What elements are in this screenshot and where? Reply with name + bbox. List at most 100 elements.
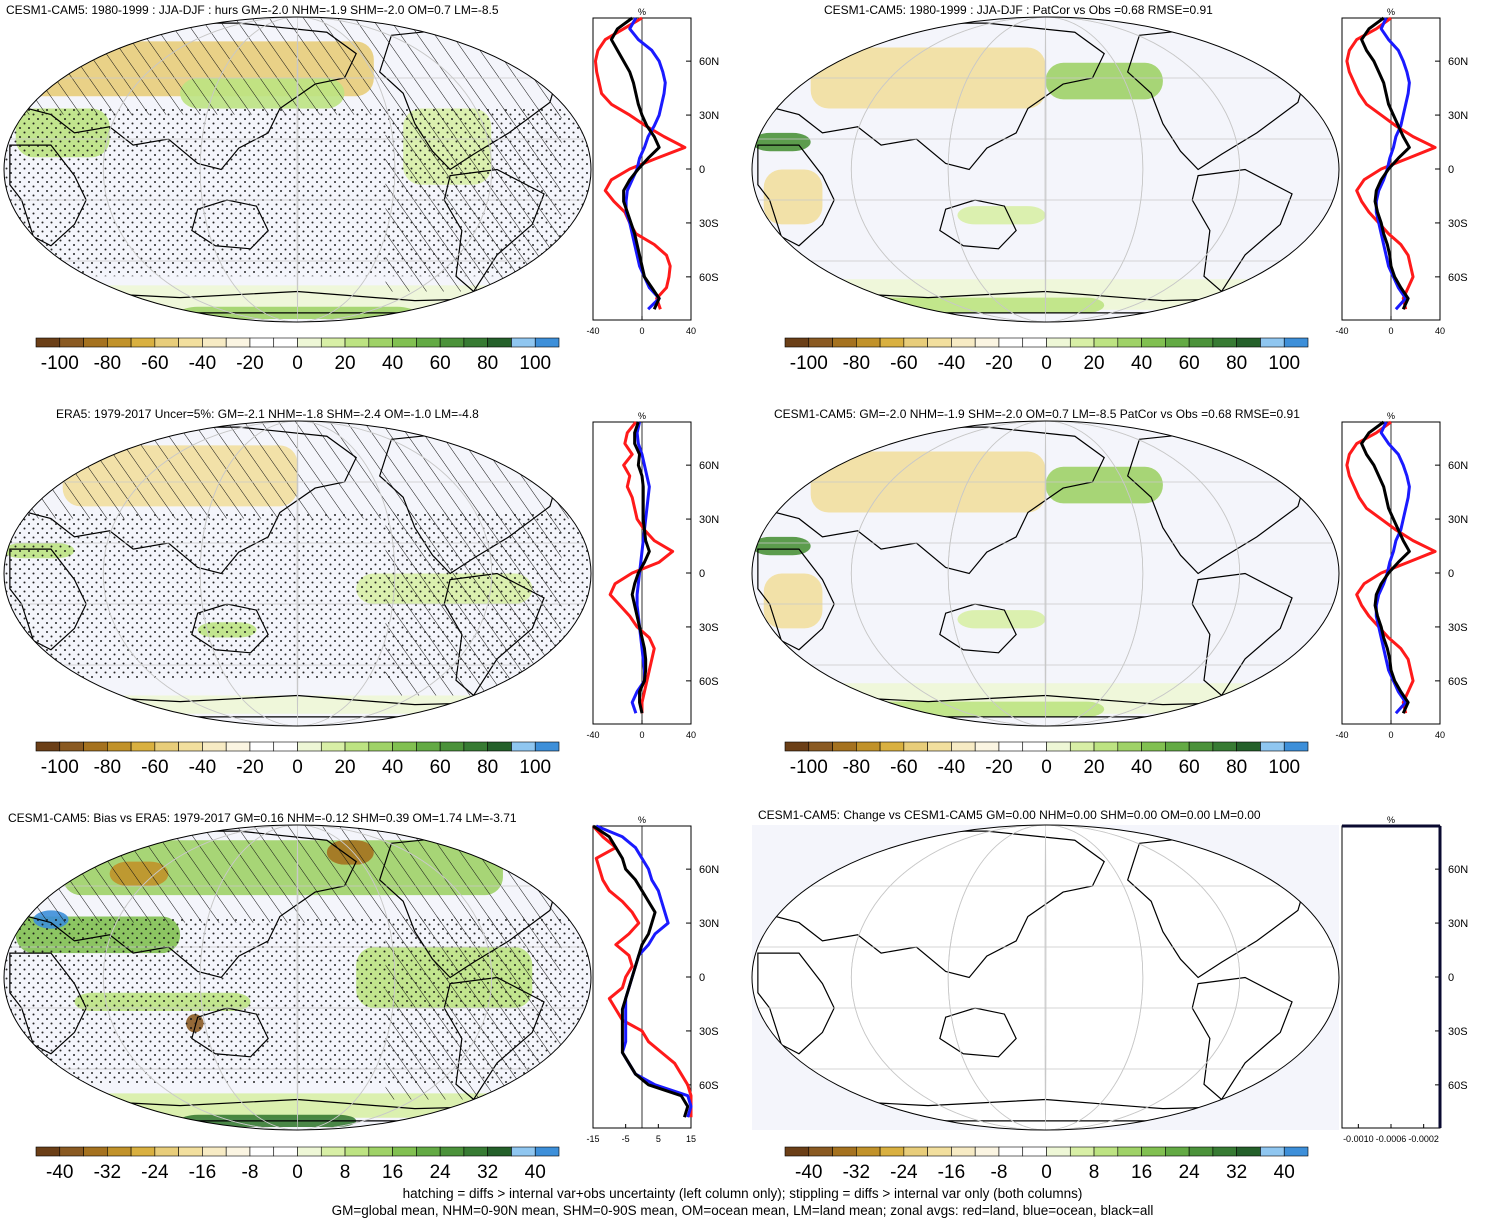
colorbar-swatch [249,337,275,348]
zonal-xtick-label: -40 [1335,326,1348,336]
colorbar-swatch [1236,337,1261,348]
colorbar-tick-label: 0 [292,353,303,374]
colorbar-swatch [59,1146,84,1157]
zonal-ytick-label: 30S [699,1026,719,1038]
zonal-ytick-label: 60N [1448,56,1468,68]
map-border [3,824,592,1131]
colorbar-swatch [856,741,881,752]
colorbar-swatch [534,337,560,348]
zonal-xtick-label: -15 [586,1134,599,1144]
zonal-ytick-label: 60S [699,1080,719,1092]
colorbar-tick-label: 60 [1179,757,1200,778]
colorbar-swatch [879,741,905,752]
zonal-unit-label: % [638,7,646,17]
colorbar-p3: -100 -80 -60 -40 -20 0 20 40 60 80 100 [35,741,560,778]
zonal-series-ocean [624,17,667,311]
colorbar-swatch [439,337,465,348]
colorbar-swatch [998,337,1024,348]
colorbar-tick-label: -20 [236,757,263,778]
coastline-samerica [1191,572,1293,697]
ocean-fill [752,825,1339,1130]
colorbar-swatch [1093,337,1119,348]
shading-region [763,573,823,629]
colorbar-tick-label: 20 [334,757,355,778]
colorbar-tick-label: -60 [141,757,168,778]
zonal-ytick-label: 30S [699,218,719,230]
colorbar-swatch [225,337,251,348]
colorbar-swatch [856,337,881,348]
colorbar-p5: -40 -32 -24 -16 -8 0 8 16 24 32 40 [35,1146,560,1183]
shading-region [869,701,1105,717]
colorbar-swatch [974,741,1000,752]
colorbar-tick-label: -60 [141,353,168,374]
colorbar-tick-label: 0 [1041,757,1052,778]
panel-title: CESM1-CAM5: Change vs CESM1-CAM5 GM=0.00… [758,808,1261,822]
zonal-ytick-label: 60S [699,676,719,688]
graticule-lon [296,825,299,1130]
zonal-xtick-label: -0.0002 [1408,1134,1439,1144]
colorbar-swatch [320,1146,346,1157]
colorbar-swatch [951,741,976,752]
colorbar-swatch [951,337,976,348]
zonal-series-all [609,16,661,310]
zonal-xtick-label: -40 [586,730,599,740]
colorbar-swatch [927,741,952,752]
colorbar-tick-label: -20 [985,757,1012,778]
zonal-ytick-label: 30N [699,918,719,930]
colorbar-swatch [511,741,536,752]
zonal-frame [1341,825,1441,1129]
colorbar-swatch [463,337,488,348]
colorbar-swatch [1141,1146,1166,1157]
zonal-series-all [1360,16,1411,310]
colorbar-p2: -100 -80 -60 -40 -20 0 20 40 60 80 100 [784,337,1309,374]
colorbar-tick-label: 8 [340,1162,351,1183]
colorbar-tick-label: -100 [41,757,79,778]
colorbar-tick-label: -100 [790,353,828,374]
colorbar-swatch [784,741,810,752]
colorbar-swatch [225,1146,251,1157]
map-p5 [3,824,592,1131]
footer-legend-note: GM=global mean, NHM=0-90N mean, SHM=0-90… [331,1203,1154,1218]
colorbar-swatch [225,741,251,752]
colorbar-swatch [1212,337,1237,348]
colorbar-swatch [1188,337,1214,348]
zonal-ytick-label: 30N [1448,514,1468,526]
colorbar-swatch [202,337,227,348]
colorbar-tick-label: 80 [477,757,498,778]
zonal-ytick-label: 60N [699,864,719,876]
zonal-xtick-label: -0.0010 [1343,1134,1374,1144]
colorbar-swatch [107,337,132,348]
colorbar-swatch [416,1146,441,1157]
zonal-ytick-label: 60S [1448,676,1468,688]
colorbar-tick-label: 32 [1226,1162,1247,1183]
coastline-australia [939,1007,1017,1058]
colorbar-swatch [1069,741,1095,752]
zonal-ytick-label: 60S [1448,272,1468,284]
colorbar-tick-label: 0 [292,757,303,778]
colorbar-tick-label: 100 [1268,353,1300,374]
graticule-lon [1044,825,1047,1130]
colorbar-swatch [1165,337,1190,348]
graticule-lon [102,825,493,1130]
shading-region [33,695,562,714]
colorbar-swatch [463,1146,488,1157]
colorbar-swatch [1117,741,1142,752]
colorbar-tick-label: 0 [292,1162,303,1183]
map-p6 [751,824,1340,1131]
colorbar-swatch [1141,337,1166,348]
colorbar-swatch [1260,337,1285,348]
zonal-ytick-label: 60N [699,460,719,472]
colorbar-tick-label: 100 [519,757,551,778]
map-p1 [3,16,592,323]
zonal-ytick-label: 30N [1448,110,1468,122]
colorbar-swatch [974,337,1000,348]
colorbar-swatch [511,337,536,348]
map-p3 [3,420,592,727]
colorbar-swatch [1236,741,1261,752]
colorbar-tick-label: -32 [94,1162,121,1183]
colorbar-tick-label: -80 [843,353,870,374]
colorbar-tick-label: -32 [843,1162,870,1183]
shading-region [1045,466,1163,504]
colorbar-swatch [951,1146,976,1157]
zonal-xtick-label: -5 [622,1134,630,1144]
